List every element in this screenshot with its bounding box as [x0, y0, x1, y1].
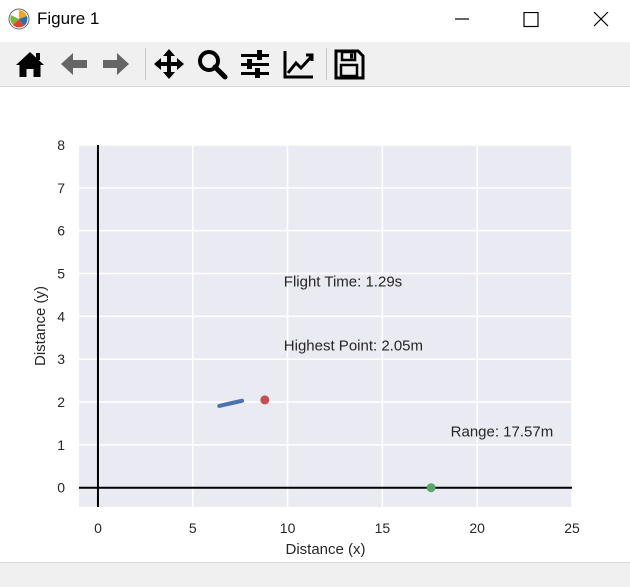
title-bar: Figure 1 [0, 0, 630, 40]
zoom-button[interactable] [194, 46, 230, 82]
x-tick-label: 10 [280, 520, 296, 536]
y-axis-label: Distance (y) [32, 286, 49, 366]
trajectory-line [217, 398, 245, 408]
y-tick-label: 1 [57, 437, 65, 453]
y-tick-label: 5 [57, 266, 65, 282]
range-annotation: Range: 17.57m [451, 423, 554, 440]
window-title: Figure 1 [37, 9, 100, 28]
move-icon [154, 49, 184, 79]
y-tick-label: 7 [57, 180, 65, 196]
pan-button[interactable] [151, 46, 187, 82]
figure-canvas[interactable]: 0 5 10 15 20 25 0 1 2 3 4 5 6 7 8 Distance (x) Distance … [0, 87, 630, 561]
minimize-icon [455, 18, 469, 20]
highest-point-annotation: Highest Point: 2.05m [284, 338, 423, 355]
floppy-disk-icon [334, 49, 365, 80]
close-button[interactable] [572, 0, 630, 40]
landing-point-marker [426, 483, 436, 493]
y-tick-label: 3 [57, 351, 65, 367]
back-button[interactable] [56, 46, 92, 82]
flight-time-annotation: Flight Time: 1.29s [284, 273, 402, 290]
close-icon [593, 12, 609, 27]
status-bar [0, 562, 630, 587]
y-tick-label: 2 [57, 394, 65, 410]
arrow-left-icon [61, 53, 87, 75]
line-chart-icon [283, 51, 314, 79]
sliders-icon [241, 50, 269, 78]
toolbar-separator [145, 48, 146, 80]
home-button[interactable] [12, 46, 48, 82]
x-tick-label: 0 [94, 520, 102, 536]
forward-button[interactable] [98, 46, 134, 82]
axes-background [79, 145, 572, 507]
navigation-toolbar [0, 42, 630, 87]
highest-point-marker [260, 395, 270, 405]
x-axis-label: Distance (x) [285, 541, 365, 558]
y-tick-label: 4 [57, 308, 65, 324]
x-tick-label: 15 [375, 520, 391, 536]
plot-area[interactable]: 0 5 10 15 20 25 0 1 2 3 4 5 6 7 8 Distance (x) Distance … [0, 87, 630, 561]
y-tick-label: 0 [57, 480, 65, 496]
x-tick-label: 20 [469, 520, 485, 536]
maximize-button[interactable] [502, 0, 560, 40]
y-tick-label: 8 [57, 137, 65, 153]
magnifier-icon [198, 50, 228, 80]
toolbar-separator [326, 48, 327, 80]
matplotlib-logo-icon [8, 8, 30, 30]
arrow-right-icon [103, 53, 129, 75]
edit-axis-button[interactable] [280, 46, 316, 82]
x-tick-label: 5 [189, 520, 197, 536]
home-icon [16, 52, 44, 77]
save-button[interactable] [331, 46, 367, 82]
x-tick-label: 25 [564, 520, 580, 536]
maximize-icon [523, 12, 539, 28]
minimize-button[interactable] [433, 0, 491, 40]
y-tick-label: 6 [57, 223, 65, 239]
configure-subplots-button[interactable] [237, 46, 273, 82]
